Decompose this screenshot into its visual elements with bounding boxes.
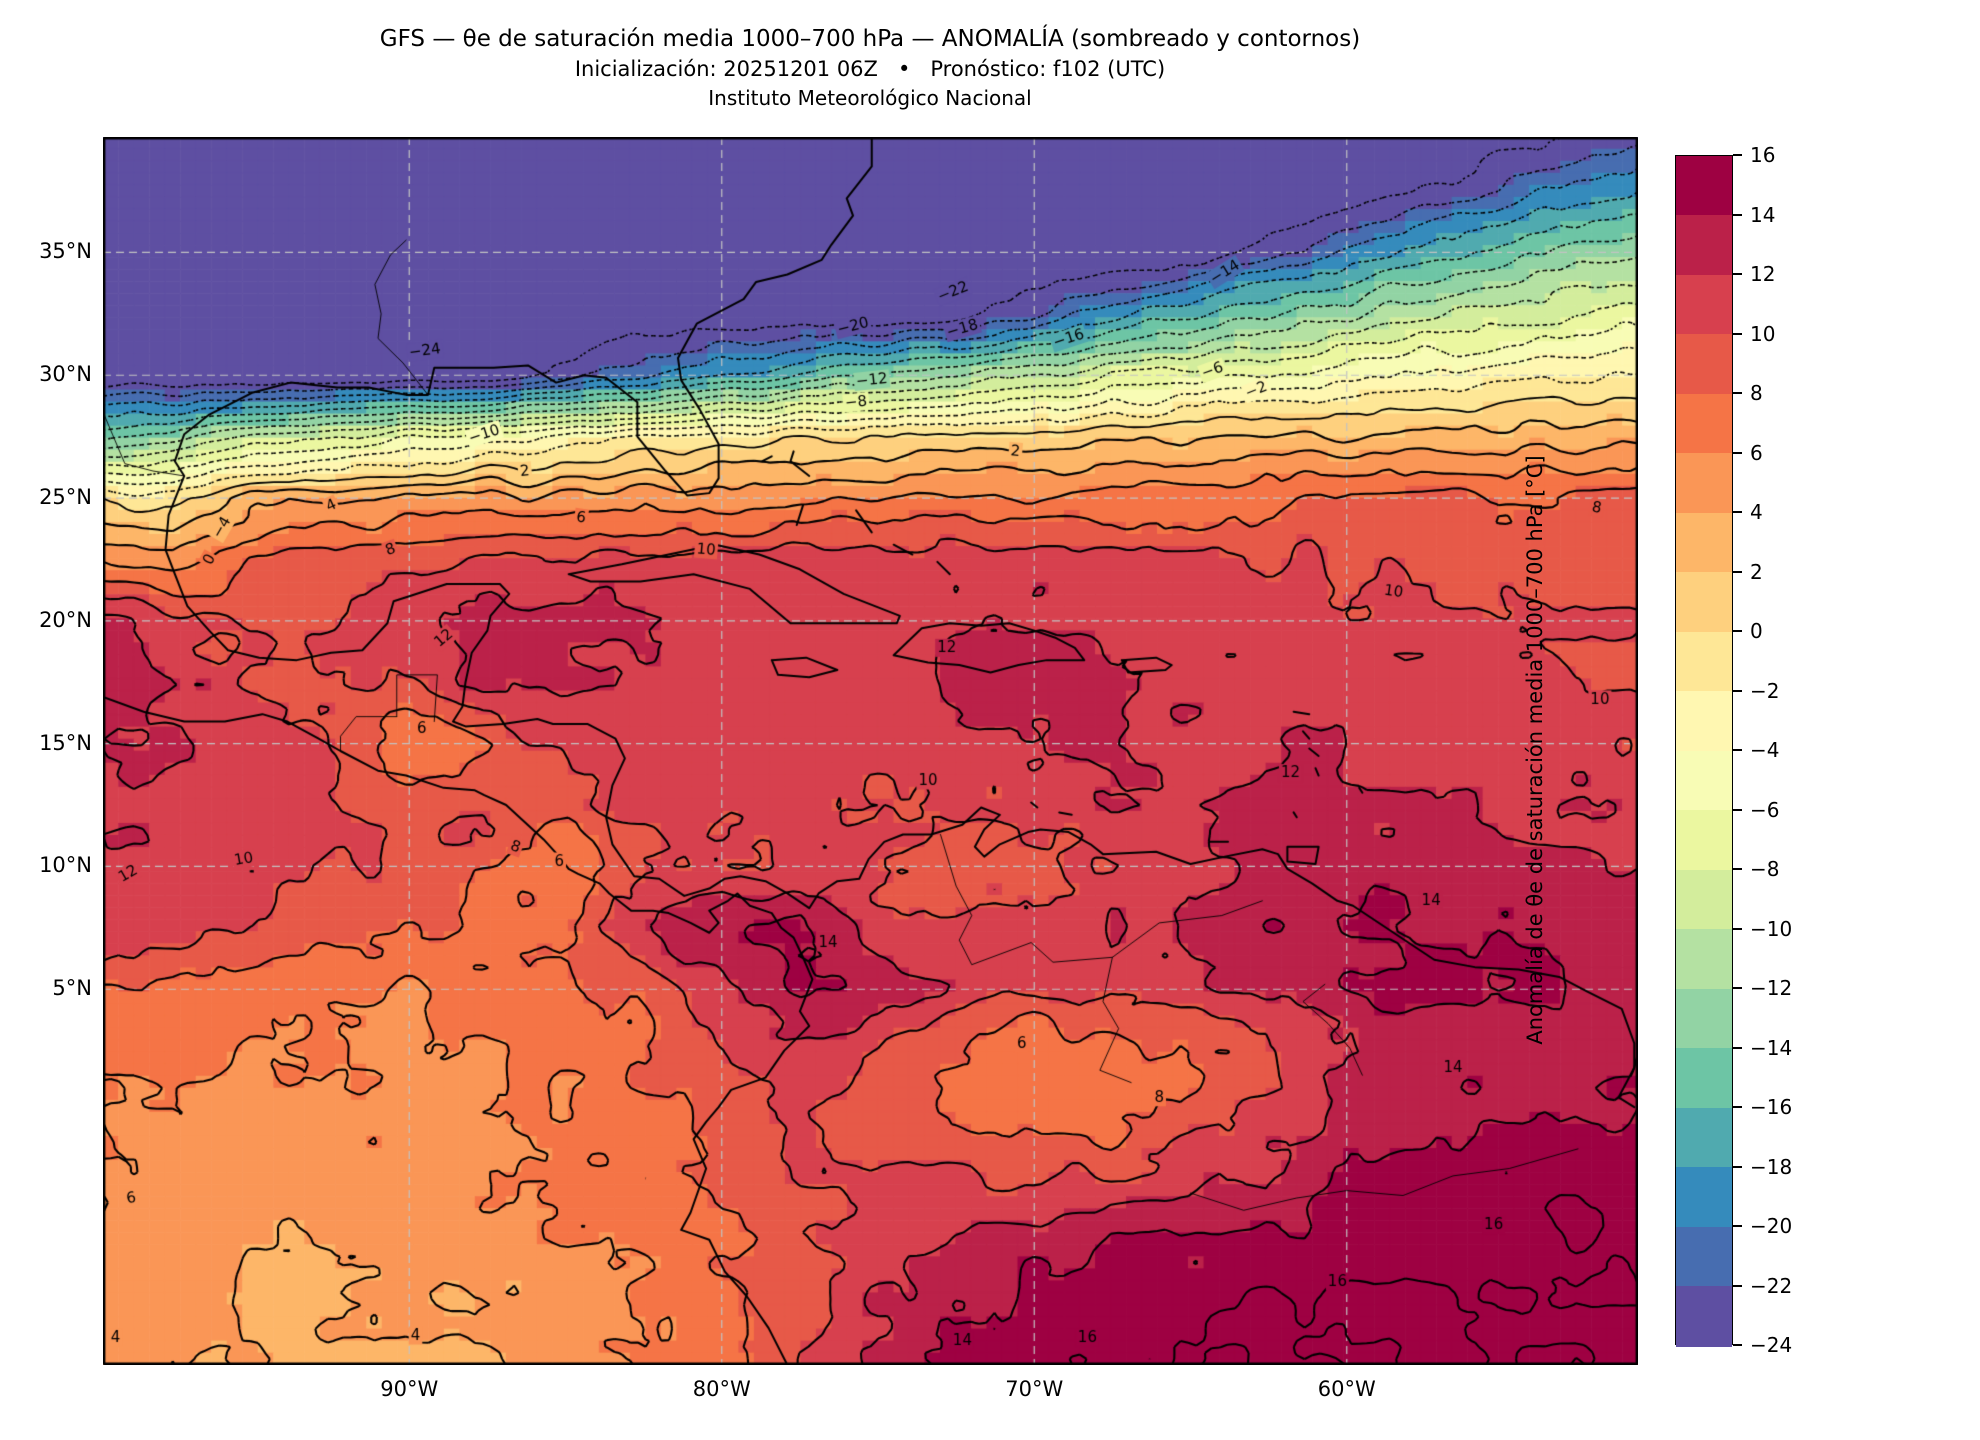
lon-tick-label: 70°W [1005, 1377, 1064, 1401]
colorbar-block [1676, 1048, 1732, 1109]
colorbar-tick-label: −24 [1750, 1333, 1793, 1357]
colorbar-tick-label: 0 [1750, 619, 1763, 643]
colorbar-tick-label: 10 [1750, 321, 1776, 346]
colorbar-tick-mark [1733, 987, 1742, 989]
colorbar-tick-label: −8 [1750, 857, 1780, 881]
colorbar-tick-mark [1733, 332, 1742, 335]
colorbar-block [1676, 274, 1732, 335]
colorbar-block [1676, 453, 1732, 514]
colorbar-tick-mark [1733, 154, 1742, 156]
lat-tick-label: 15°N [39, 730, 92, 755]
lat-tick-label: 30°N [39, 362, 92, 387]
lon-tick-label: 90°W [380, 1377, 439, 1401]
colorbar-tick-label: −14 [1750, 1035, 1793, 1060]
colorbar-tick-label: −16 [1750, 1095, 1793, 1119]
lon-tick-label: 80°W [692, 1377, 751, 1401]
colorbar-tick-mark [1733, 808, 1742, 811]
colorbar-tick-label: −18 [1750, 1154, 1793, 1179]
colorbar-tick-mark [1733, 1106, 1742, 1108]
colorbar-tick-mark [1733, 749, 1742, 751]
colorbar-tick-mark [1733, 451, 1742, 454]
page-subtitle: Inicialización: 20251201 06Z • Pronóstic… [574, 57, 1166, 81]
colorbar-tick-label: 2 [1750, 559, 1763, 584]
colorbar-block [1676, 334, 1732, 395]
colorbar-tick-mark [1733, 1344, 1742, 1346]
colorbar-block [1676, 631, 1732, 692]
colorbar-tick-mark [1733, 1046, 1742, 1049]
colorbar-block [1676, 1167, 1732, 1228]
colorbar-tick-label: 16 [1750, 143, 1776, 167]
colorbar-block [1676, 512, 1732, 573]
colorbar-block [1676, 155, 1732, 216]
colorbar-block [1676, 1286, 1732, 1347]
colorbar-tick-mark [1733, 927, 1742, 930]
colorbar-tick-label: 8 [1750, 381, 1763, 405]
colorbar-tick-label: 4 [1750, 500, 1763, 524]
colorbar-block [1676, 691, 1732, 752]
lat-tick-label: 20°N [39, 607, 92, 632]
colorbar [1675, 155, 1733, 1347]
institution-title: Instituto Meteorológico Nacional [708, 86, 1032, 110]
colorbar-tick-mark [1733, 1225, 1742, 1227]
lat-tick-label: 25°N [39, 485, 92, 510]
colorbar-block [1676, 869, 1732, 930]
colorbar-tick-mark [1733, 1165, 1742, 1168]
colorbar-block [1676, 393, 1732, 454]
colorbar-tick-label: −22 [1750, 1273, 1793, 1298]
colorbar-block [1676, 929, 1732, 990]
colorbar-tick-label: 12 [1750, 262, 1776, 286]
colorbar-tick-label: −6 [1750, 797, 1780, 822]
page-title: GFS — θe de saturación media 1000–700 hP… [379, 26, 1361, 52]
colorbar-tick-mark [1733, 392, 1742, 394]
colorbar-tick-mark [1733, 689, 1742, 692]
colorbar-block [1676, 750, 1732, 811]
colorbar-tick-mark [1733, 273, 1742, 275]
colorbar-tick-label: 6 [1750, 440, 1763, 465]
colorbar-tick-label: −4 [1750, 738, 1780, 762]
colorbar-block [1676, 1226, 1732, 1287]
colorbar-block [1676, 1107, 1732, 1168]
colorbar-tick-mark [1733, 511, 1742, 513]
map-canvas [103, 137, 1638, 1365]
colorbar-tick-label: −10 [1750, 916, 1793, 941]
lat-tick-label: 10°N [39, 853, 92, 878]
colorbar-tick-mark [1733, 1284, 1742, 1287]
lon-tick-label: 60°W [1317, 1377, 1376, 1401]
colorbar-tick-label: −2 [1750, 678, 1780, 703]
lat-tick-label: 35°N [39, 239, 92, 264]
colorbar-block [1676, 810, 1732, 871]
colorbar-tick-label: −12 [1750, 976, 1793, 1000]
colorbar-tick-label: 14 [1750, 202, 1776, 227]
colorbar-tick-label: −20 [1750, 1214, 1793, 1238]
lat-tick-label: 5°N [52, 976, 92, 1001]
colorbar-tick-mark [1733, 213, 1742, 216]
colorbar-block [1676, 572, 1732, 633]
colorbar-tick-mark [1733, 868, 1742, 870]
colorbar-block [1676, 988, 1732, 1049]
colorbar-block [1676, 215, 1732, 276]
colorbar-tick-mark [1733, 570, 1742, 573]
colorbar-tick-mark [1733, 630, 1742, 632]
